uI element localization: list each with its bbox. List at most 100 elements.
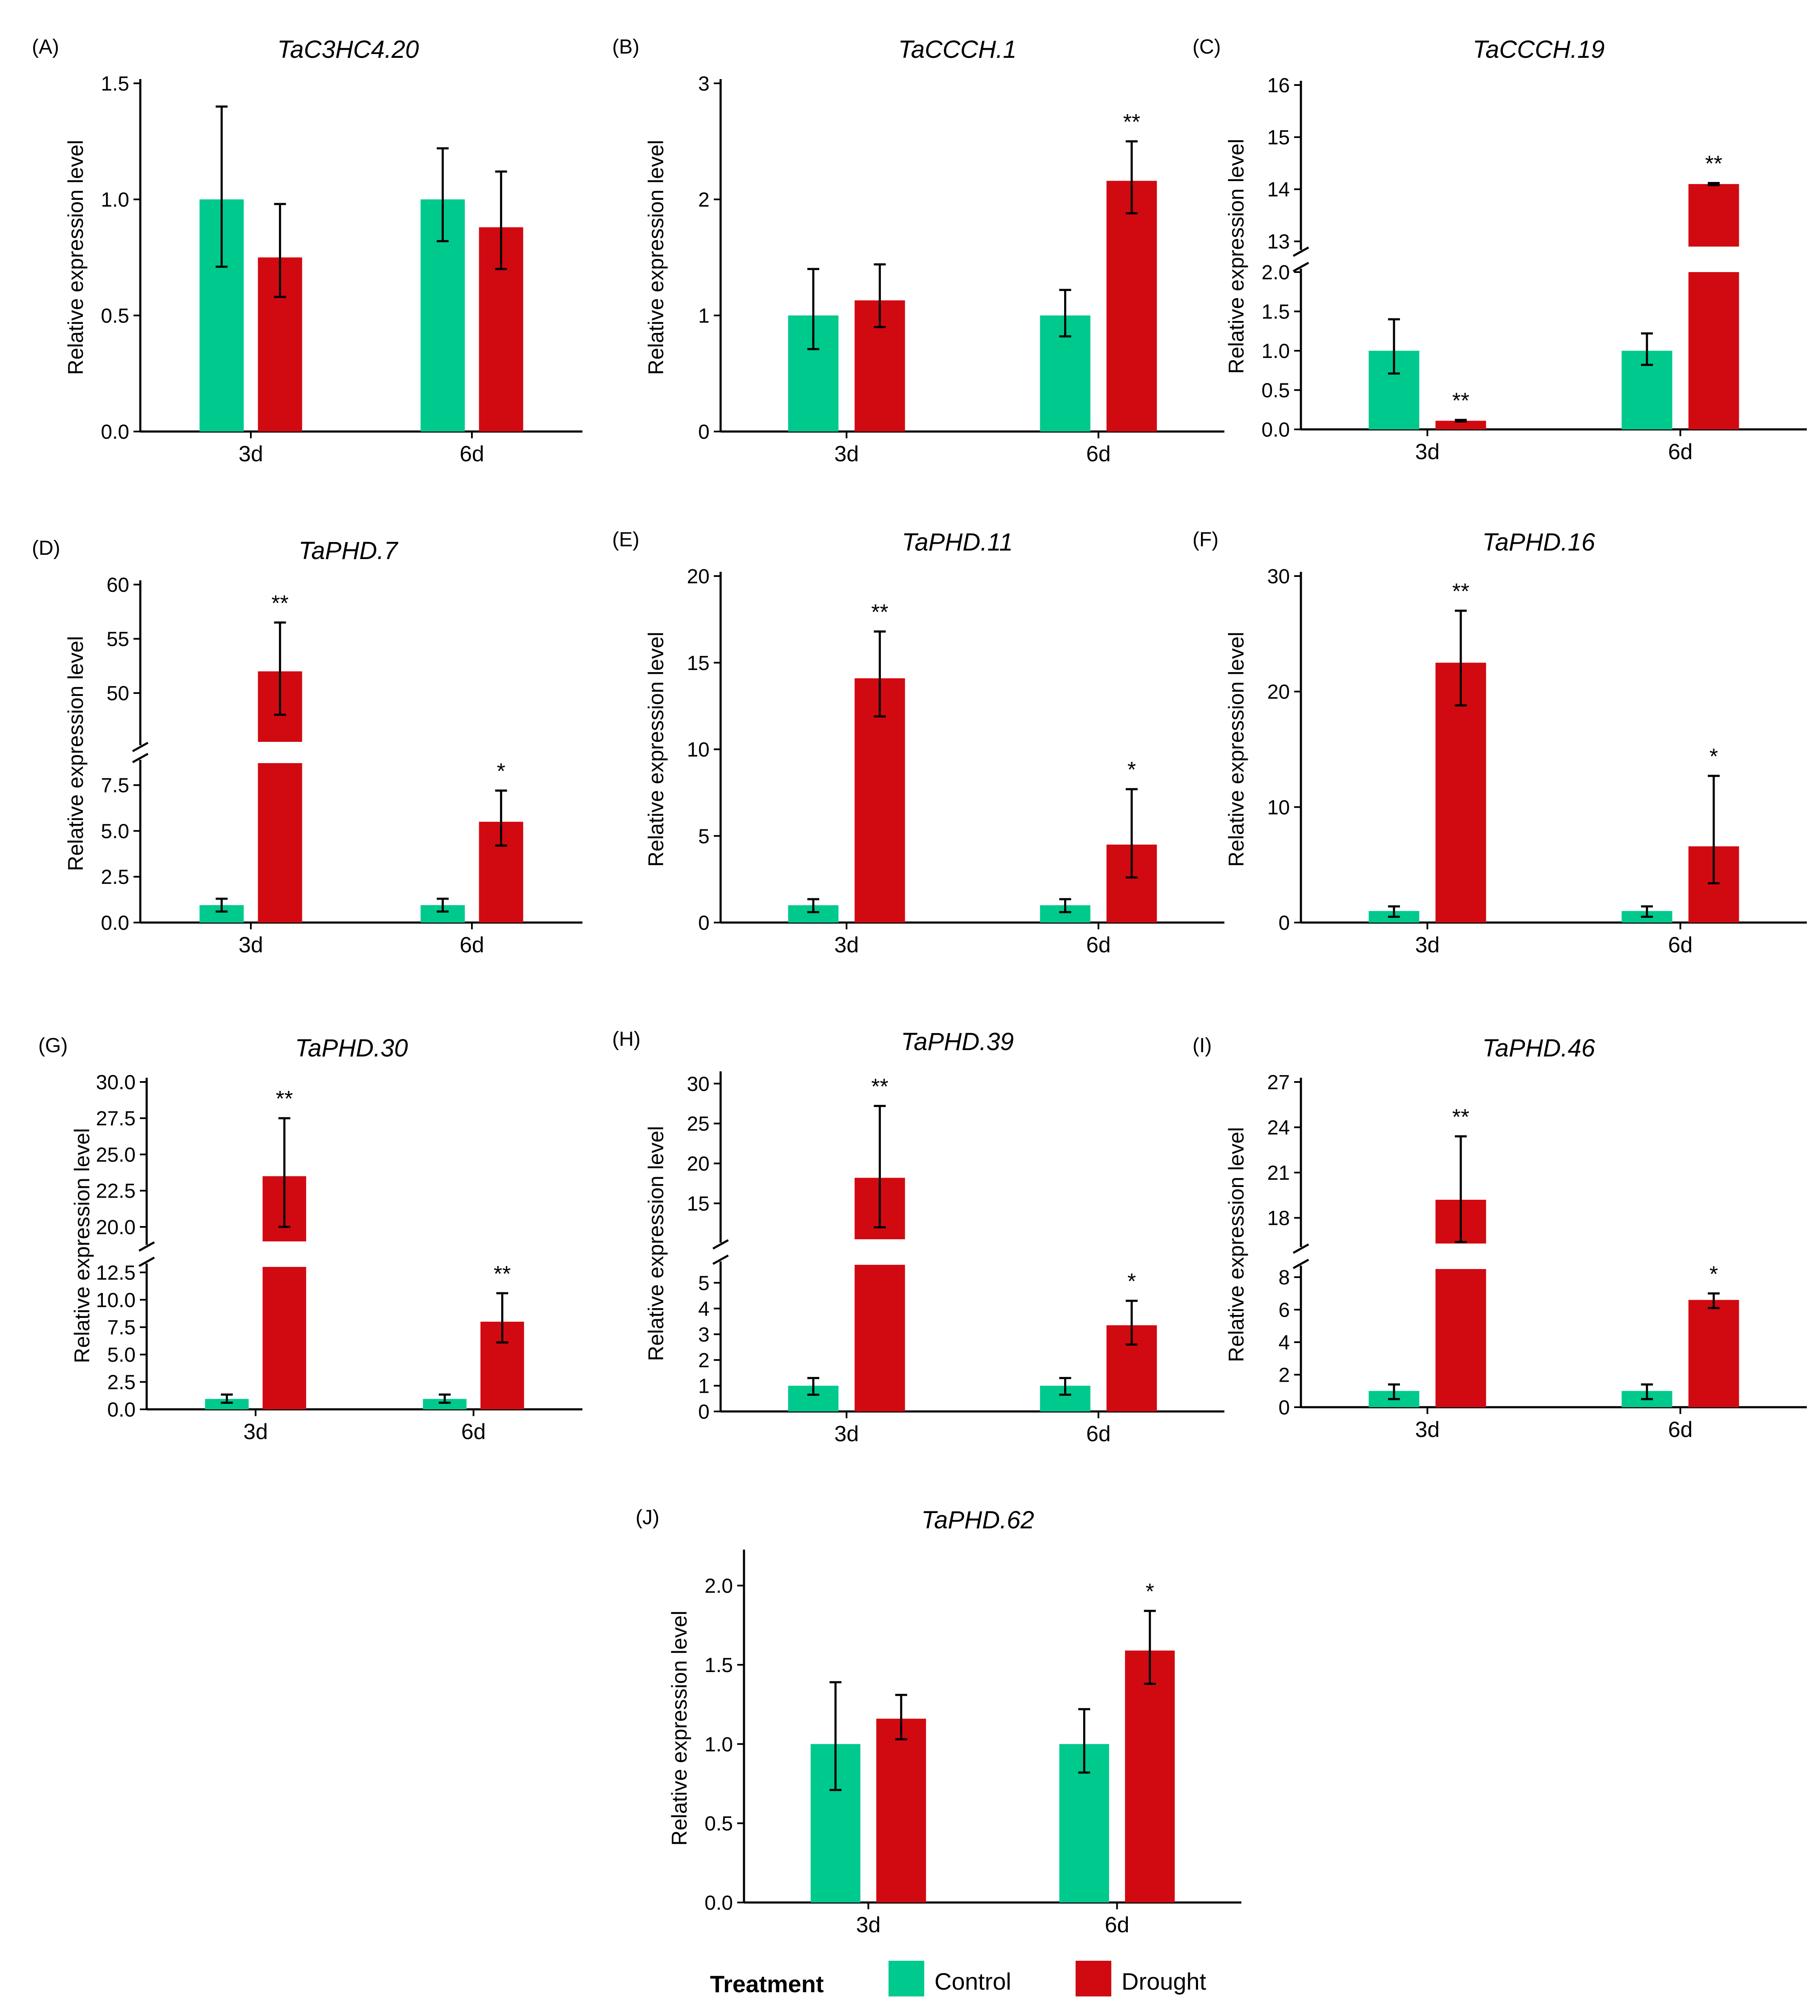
y-axis-title: Relative expression level [64,636,88,871]
axis-break-mark [1292,261,1309,273]
y-tick-label: 30 [687,1073,710,1096]
panel-f: (F) TaPHD.16 Relative expression level 0 10 2… [1193,528,1807,957]
y-tick-label: 50 [107,682,129,705]
y-tick-label: 1.5 [704,1654,733,1677]
bar-drought [1435,1269,1486,1407]
y-tick-label: 2.5 [107,1371,136,1394]
x-tick-label-6d: 6d [1086,442,1111,466]
significance-label: ** [1452,579,1469,604]
panel-a: (A) TaC3HC4.20 Relative expression level 0.… [32,36,582,466]
y-tick-label: 0.5 [1261,380,1290,402]
panel-title: TaCCCH.1 [898,36,1016,63]
axis-break-mark [712,1254,729,1265]
y-tick-label: 30.0 [96,1071,136,1094]
y-tick-label: 5 [698,825,710,848]
y-tick-label: 2 [698,1349,710,1372]
y-tick-label: 1.0 [1261,340,1290,363]
x-tick-label-6d: 6d [460,442,484,466]
y-tick-label: 25 [687,1113,710,1136]
significance-label: ** [276,1087,293,1111]
bar-drought [1688,1300,1739,1407]
y-tick-label: 1.5 [101,73,129,95]
y-tick-label: 20 [687,1153,710,1176]
bar-drought [258,763,302,923]
panel-title: TaCCCH.19 [1473,36,1605,63]
legend-label-control: Control [934,1968,1011,1995]
significance-label: * [497,759,505,784]
significance-label: ** [871,1074,888,1099]
y-tick-label: 25.0 [96,1144,136,1166]
y-tick-label: 2 [698,189,710,211]
y-tick-label: 3 [698,1323,710,1346]
y-tick-label: 10 [687,739,710,761]
axis-break-mark [138,1241,155,1252]
y-tick-label: 0 [698,421,710,443]
axis-break-mark [138,1256,155,1267]
x-tick-label-6d: 6d [1668,440,1693,464]
significance-label: * [1127,758,1136,782]
panel-e: (E) TaPHD.11 Relative expression level 0 5 10… [612,528,1224,957]
significance-label: * [1709,1262,1718,1286]
y-tick-label: 20 [1267,681,1290,704]
bar-drought [262,1267,307,1409]
bar-drought [1435,420,1486,429]
y-tick-label: 0.0 [704,1892,733,1914]
x-tick-label-3d: 3d [239,442,263,466]
x-tick-label-6d: 6d [461,1420,486,1444]
y-tick-label: 8 [1278,1266,1290,1289]
panel-d: (D) TaPHD.7 Relative expression level 0.0 2.… [32,537,582,957]
y-tick-label: 0.0 [1261,419,1290,441]
y-tick-label: 2.0 [704,1575,733,1598]
x-tick-label-3d: 3d [239,933,263,957]
x-tick-label-3d: 3d [834,1422,859,1446]
y-tick-label: 5 [698,1272,710,1295]
y-tick-label: 2.0 [1261,261,1290,284]
panel-j: (J) TaPHD.62 Relative expression level 0.0 0… [636,1506,1241,1937]
y-tick-label: 10 [1267,796,1290,819]
y-tick-label: 0 [1278,1397,1290,1419]
y-tick-label: 14 [1267,179,1290,201]
significance-label: ** [1452,1105,1469,1130]
y-tick-label: 1.0 [101,189,129,211]
y-tick-label: 1 [698,1375,710,1397]
y-tick-label: 10.0 [96,1289,136,1312]
y-tick-label: 0 [698,1401,710,1423]
legend-swatch-drought [1076,1961,1111,1996]
panel-label: (G) [38,1034,68,1057]
significance-label: ** [494,1262,511,1286]
y-tick-label: 15 [687,652,710,675]
panel-label: (I) [1193,1034,1212,1057]
significance-label: ** [1452,389,1469,413]
x-tick-label-6d: 6d [1086,933,1111,957]
panel-label: (F) [1193,528,1218,551]
panel-title: TaPHD.30 [295,1034,408,1062]
x-tick-label-3d: 3d [243,1420,268,1444]
panel-label: (B) [612,36,639,58]
y-tick-label: 2.5 [101,866,129,889]
panel-label: (E) [612,528,639,551]
bar-drought [855,678,905,923]
y-tick-label: 7.5 [107,1317,136,1339]
y-tick-label: 6 [1278,1299,1290,1322]
panel-label: (D) [32,537,60,559]
significance-label: * [1709,744,1718,769]
bar-drought [1125,1650,1175,1902]
legend-label-drought: Drought [1122,1968,1207,1995]
bar-drought [1106,181,1157,432]
y-tick-label: 1.0 [704,1733,733,1756]
x-tick-label-6d: 6d [1668,933,1693,957]
panel-label: (J) [636,1506,659,1529]
y-tick-label: 5.0 [107,1344,136,1366]
legend-title: Treatment [710,1971,824,1997]
y-axis-title: Relative expression level [644,1126,668,1361]
y-tick-label: 0.0 [101,421,129,443]
y-tick-label: 0.5 [101,305,129,327]
y-axis-title: Relative expression level [644,632,668,867]
significance-label: * [1146,1579,1154,1604]
panel-title: TaC3HC4.20 [277,36,419,63]
panel-title: TaPHD.11 [902,528,1013,556]
x-tick-label-6d: 6d [1086,1422,1111,1446]
y-tick-label: 4 [1278,1332,1290,1354]
